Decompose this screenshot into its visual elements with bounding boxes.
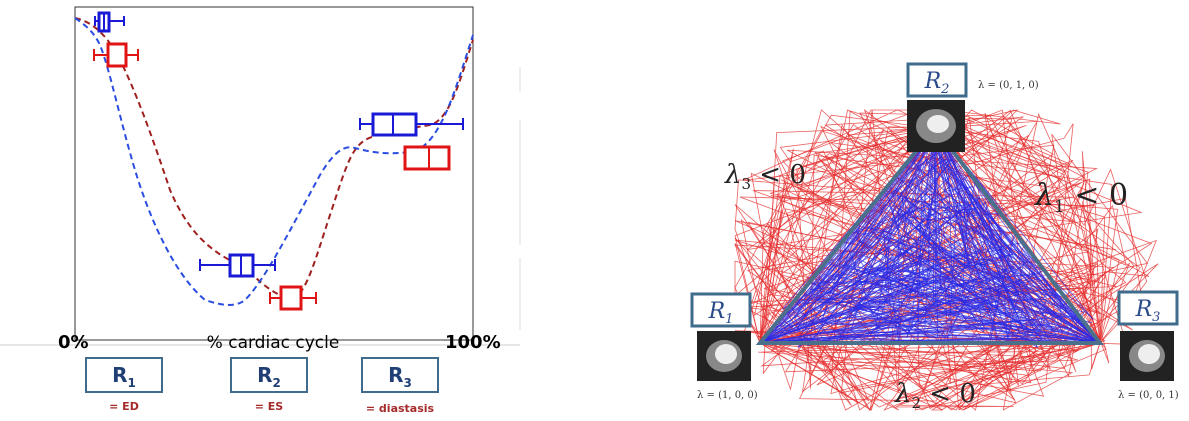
boxplot-red-r3	[403, 145, 451, 171]
mri-thumbnail-r1	[697, 331, 751, 381]
mri-thumbnail-r2	[907, 100, 965, 152]
edge-label-lambda1: λ1 < 0	[1034, 178, 1128, 217]
boxplot-blue-r1	[94, 11, 125, 33]
x-axis-start-label: 0%	[58, 332, 89, 353]
svg-text:R2: R2	[924, 69, 950, 97]
edge-label-lambda2: λ2 < 0	[894, 379, 976, 412]
x-axis-title: % cardiac cycle	[207, 333, 340, 353]
ref-box-r1: R1 = ED	[85, 357, 163, 413]
ref-box-r2: R2 = ES	[230, 357, 308, 413]
boxplot-blue-r2	[199, 253, 276, 278]
boxplot-red-r2	[269, 285, 317, 311]
svg-text:R1: R1	[708, 299, 734, 327]
svg-text:R2: R2	[257, 363, 281, 390]
ref-caption-r3: = diastasis	[366, 402, 435, 415]
lambda-label-r2: λ = (0, 1, 0)	[978, 80, 1039, 91]
trajectory-path	[746, 108, 1143, 411]
trajectory-path	[734, 109, 1150, 410]
ref-caption-r1: = ED	[109, 400, 139, 413]
lambda-label-r3: λ = (0, 0, 1)	[1118, 390, 1179, 401]
boxplot-red-r1	[93, 42, 139, 68]
ref-caption-r2: = ES	[255, 400, 284, 413]
svg-text:R1: R1	[112, 363, 136, 390]
mri-thumbnail-r3	[1120, 331, 1174, 381]
trajectory-path	[759, 127, 1101, 344]
trajectory-path	[759, 127, 1101, 344]
trajectory-path	[759, 127, 1101, 344]
vertex-r3: R3 λ = (0, 0, 1)	[1117, 290, 1179, 401]
manifold-triangle-diagram: R2 λ = (0, 1, 0) R1 λ = (1, 0, 0) R3	[690, 62, 1179, 412]
x-axis-end-label: 100%	[445, 332, 501, 353]
vertex-r2: R2 λ = (0, 1, 0)	[906, 62, 1039, 152]
boxplot-blue-r3	[359, 112, 464, 137]
svg-text:R3: R3	[388, 363, 412, 390]
reference-triangle	[755, 124, 1105, 345]
cardiac-cycle-plot: 0% % cardiac cycle 100% R1 = ED R2 = ES …	[0, 6, 521, 415]
lambda-label-r1: λ = (1, 0, 0)	[697, 390, 758, 401]
edge-label-lambda3: λ3 < 0	[724, 160, 806, 193]
vertex-r1: R1 λ = (1, 0, 0)	[690, 292, 758, 401]
plot-frame	[74, 6, 474, 341]
svg-text:R3: R3	[1135, 297, 1161, 325]
ref-box-r3: R3 = diastasis	[361, 357, 439, 415]
trajectory-path	[759, 127, 1101, 344]
